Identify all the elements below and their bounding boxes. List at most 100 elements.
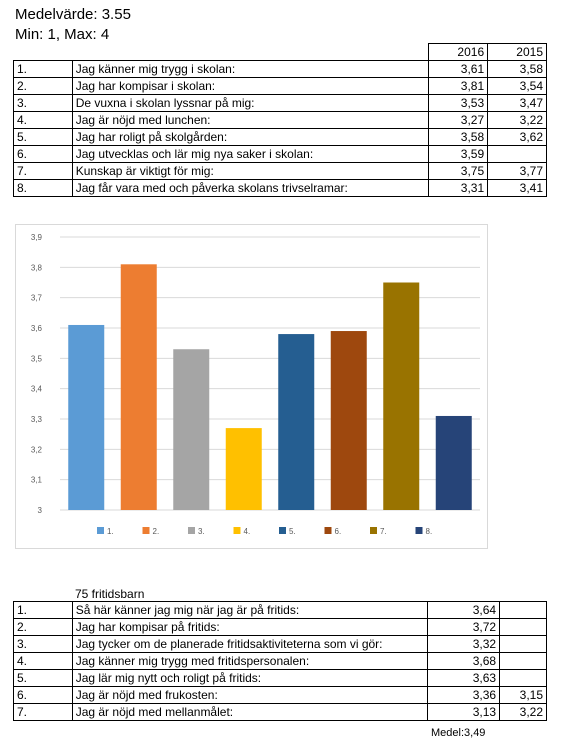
legend-label: 2. <box>153 527 160 536</box>
row-question: Jag är nöjd med lunchen: <box>71 111 430 129</box>
legend-swatch <box>279 527 286 534</box>
row-value-2015: 3,47 <box>487 94 547 112</box>
row-question: Jag känner mig trygg med fritidspersonal… <box>71 652 429 670</box>
row-number: 8. <box>13 179 73 197</box>
row-question: Jag har kompisar på fritids: <box>71 618 429 636</box>
bar-5 <box>278 334 315 510</box>
row-value-current: 3,13 <box>427 703 501 721</box>
fritids-average: Medel:3,49 <box>431 727 486 739</box>
row-number: 6. <box>13 145 73 163</box>
row-question: De vuxna i skolan lyssnar på mig: <box>71 94 430 112</box>
bar-3 <box>173 349 210 510</box>
legend-swatch <box>324 527 332 534</box>
row-question: Jag utvecklas och lär mig nya saker i sk… <box>71 145 430 163</box>
table-row: 7. Kunskap är viktigt för mig: 3,75 3,77 <box>13 162 547 180</box>
row-question: Jag tycker om de planerade fritidsaktivi… <box>71 635 429 653</box>
fritids-subtitle: 75 fritidsbarn <box>75 587 145 601</box>
y-tick-label: 3,8 <box>31 263 43 272</box>
row-value-2015: 3,22 <box>487 111 547 129</box>
legend-label: 5. <box>289 527 296 536</box>
y-tick-label: 3,2 <box>31 445 43 454</box>
bar-chart-container: 3 3,1 3,2 3,3 3,4 3,5 3,6 3,7 3,8 3,9 1. 2. 3. 4. 5. 6.… <box>15 224 488 549</box>
row-value-2015: 3,41 <box>487 179 547 197</box>
row-value-current: 3,68 <box>427 652 501 670</box>
row-value-2016: 3,81 <box>428 77 489 95</box>
table-header-row: 2016 2015 <box>14 43 547 61</box>
row-value-previous <box>499 652 547 670</box>
row-value-previous <box>499 601 547 619</box>
table-row: 3. Jag tycker om de planerade fritidsakti… <box>13 635 547 653</box>
y-tick-label: 3,5 <box>31 354 43 363</box>
y-tick-label: 3,6 <box>31 324 43 333</box>
y-tick-label: 3 <box>38 506 43 515</box>
y-tick-label: 3,3 <box>31 415 43 424</box>
row-value-2016: 3,75 <box>428 162 489 180</box>
row-value-current: 3,32 <box>427 635 501 653</box>
row-number: 2. <box>13 618 73 636</box>
row-question: Jag har roligt på skolgården: <box>71 128 430 146</box>
row-number: 5. <box>13 669 73 687</box>
row-question: Jag är nöjd med frukosten: <box>71 686 429 704</box>
row-number: 7. <box>13 703 73 721</box>
row-question: Jag har kompisar i skolan: <box>71 77 430 95</box>
y-tick-label: 3,9 <box>31 233 43 242</box>
row-value-previous <box>499 618 547 636</box>
row-value-2015: 3,58 <box>487 60 547 78</box>
y-tick-label: 3,1 <box>31 476 43 485</box>
legend-swatch <box>233 527 241 534</box>
row-number: 2. <box>13 77 73 95</box>
table-row: 6. Jag är nöjd med frukosten: 3,36 3,15 <box>13 686 547 704</box>
row-number: 4. <box>13 652 73 670</box>
bar-4 <box>225 428 262 510</box>
legend-label: 1. <box>107 527 114 536</box>
table-row: 5. Jag har roligt på skolgården: 3,58 3,62 <box>13 128 547 146</box>
row-number: 1. <box>13 601 73 619</box>
row-value-2016: 3,61 <box>428 60 489 78</box>
row-number: 4. <box>13 111 73 129</box>
table-row: 1. Så här känner jag mig när jag är på fr… <box>13 601 547 619</box>
row-value-2016: 3,31 <box>428 179 489 197</box>
bar-6 <box>330 331 367 510</box>
table-row: 4. Jag är nöjd med lunchen: 3,27 3,22 <box>13 111 547 129</box>
row-question: Jag lär mig nytt och roligt på fritids: <box>71 669 429 687</box>
row-value-2016: 3,27 <box>428 111 489 129</box>
average-heading: Medelvärde: 3.55 <box>15 6 131 23</box>
row-value-2015: 3,62 <box>487 128 547 146</box>
row-number: 3. <box>13 635 73 653</box>
legend-swatch <box>188 527 195 534</box>
row-question: Kunskap är viktigt för mig: <box>71 162 430 180</box>
row-value-2015 <box>487 145 547 163</box>
row-question: Jag känner mig trygg i skolan: <box>71 60 430 78</box>
column-header-2016: 2016 <box>428 43 489 61</box>
table-row: 2. Jag har kompisar i skolan: 3,81 3,54 <box>13 77 547 95</box>
survey-table-school: 2016 2015 1. Jag känner mig trygg i skola… <box>13 43 547 197</box>
row-question: Så här känner jag mig när jag är på frit… <box>71 601 429 619</box>
row-value-2015: 3,77 <box>487 162 547 180</box>
legend-swatch <box>370 527 377 534</box>
legend-swatch <box>142 527 150 534</box>
legend-swatch <box>97 527 104 534</box>
row-number: 1. <box>13 60 73 78</box>
row-value-current: 3,72 <box>427 618 501 636</box>
row-value-current: 3,36 <box>427 686 501 704</box>
legend-label: 7. <box>380 527 387 536</box>
table-row: 1. Jag känner mig trygg i skolan: 3,61 3,58 <box>13 60 547 78</box>
survey-table-fritids: 1. Så här känner jag mig när jag är på fr… <box>13 601 547 721</box>
row-value-previous <box>499 669 547 687</box>
row-value-previous: 3,15 <box>499 686 547 704</box>
legend-label: 3. <box>198 527 205 536</box>
row-number: 3. <box>13 94 73 112</box>
row-number: 7. <box>13 162 73 180</box>
row-value-current: 3,64 <box>427 601 501 619</box>
table-row: 3. De vuxna i skolan lyssnar på mig: 3,53 3… <box>13 94 547 112</box>
row-value-2016: 3,53 <box>428 94 489 112</box>
row-number: 5. <box>13 128 73 146</box>
table-row: 6. Jag utvecklas och lär mig nya saker i … <box>13 145 547 163</box>
row-value-previous <box>499 635 547 653</box>
row-value-previous: 3,22 <box>499 703 547 721</box>
bar-7 <box>383 282 420 510</box>
column-header-2015: 2015 <box>487 43 547 61</box>
y-tick-label: 3,4 <box>31 385 43 394</box>
bar-8 <box>435 415 472 510</box>
bar-chart: 3 3,1 3,2 3,3 3,4 3,5 3,6 3,7 3,8 3,9 1. 2. 3. 4. 5. 6.… <box>31 233 480 536</box>
